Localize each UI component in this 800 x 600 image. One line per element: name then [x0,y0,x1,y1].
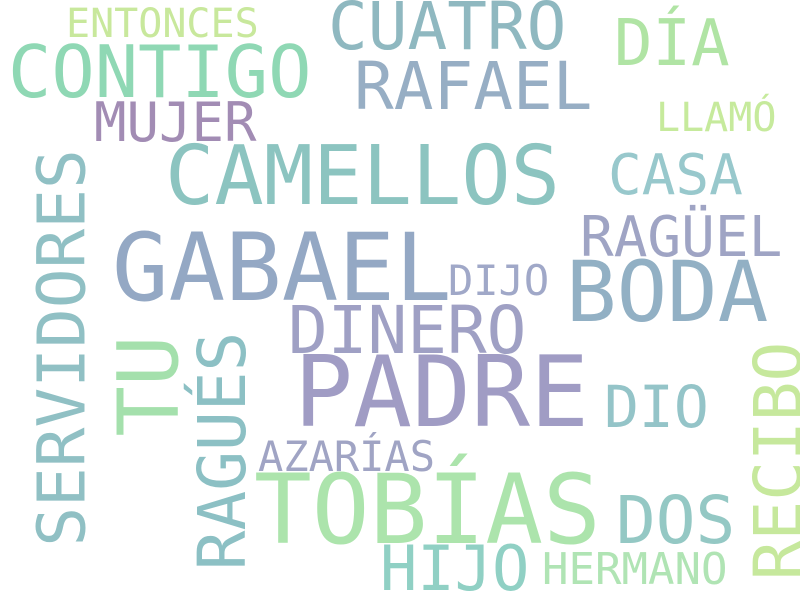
word-rafael: RAFAEL [354,48,593,125]
word-dinero: DINERO [288,292,527,369]
word-tu: TU [99,335,198,437]
word-recibo: RECIBO [740,341,800,581]
word-dijo: DIJO [448,256,550,305]
word-llamo: LLAMÓ [656,95,777,141]
word-dos: DOS [616,482,736,559]
word-casa: CASA [608,143,743,208]
word-servidores: SERVIDORES [23,149,101,547]
word-padre: PADRE [294,336,590,450]
word-gabael: GABAEL [112,214,452,323]
word-cuatro: CUATRO [328,0,567,65]
word-hijo: HIJO [380,532,530,600]
word-entonces: ENTONCES [66,1,259,47]
word-dia: DÍA [614,7,730,81]
word-raguel: RAGÜEL [580,205,783,270]
word-camellos: CAMELLOS [165,129,560,224]
word-azarias: AZARÍAS [258,432,436,481]
word-ragues: RAGUÉS [184,331,262,571]
word-contigo: CONTIGO [8,30,312,114]
word-boda: BODA [566,243,769,341]
word-hermano: HERMANO [542,544,728,595]
word-dio: DIO [604,373,709,441]
word-mujer: MUJER [94,91,257,154]
word-tobias: TOBÍAS [254,454,601,566]
